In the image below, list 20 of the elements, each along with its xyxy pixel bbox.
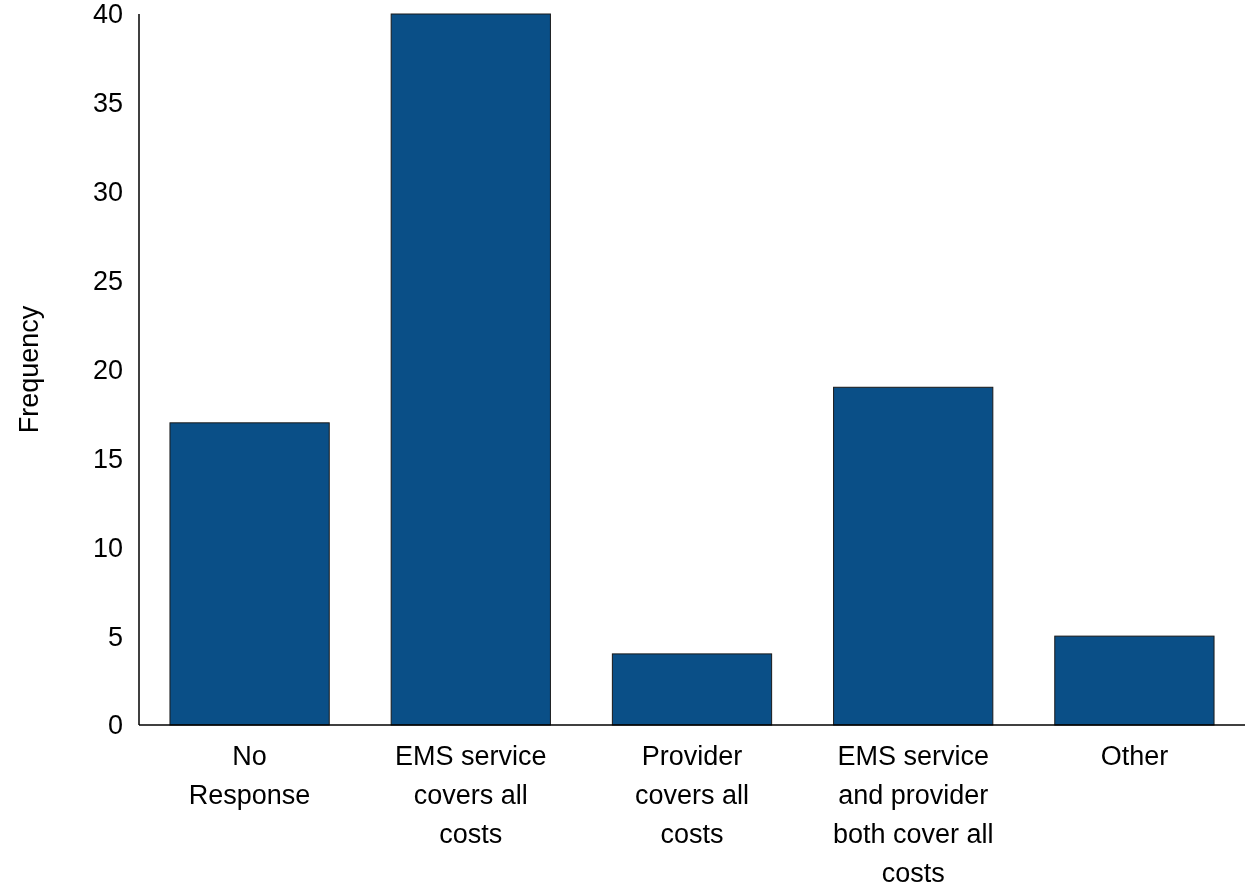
y-tick-label: 0 (107, 710, 123, 741)
x-tick-label: Provider covers all costs (634, 741, 750, 850)
x-tick-label: No Response (188, 741, 311, 811)
bar (390, 13, 551, 726)
y-tick-label: 25 (92, 266, 123, 297)
x-tick-label: Other (1100, 741, 1169, 771)
bar (833, 386, 994, 726)
y-tick-label: 5 (107, 621, 123, 652)
y-tick-label: 30 (92, 177, 123, 208)
y-tick-label: 40 (92, 0, 123, 30)
y-tick-label: 15 (92, 443, 123, 474)
y-tick-label: 20 (92, 354, 123, 385)
x-tick-label: EMS service and provider both cover all costs (832, 741, 994, 889)
x-tick-label: EMS service covers all costs (395, 741, 547, 850)
bar (1054, 635, 1215, 726)
y-tick-label: 10 (92, 532, 123, 563)
bar (611, 653, 773, 726)
y-axis-title: Frequency (14, 305, 44, 434)
y-tick-label: 35 (92, 88, 123, 119)
bar (169, 422, 330, 726)
